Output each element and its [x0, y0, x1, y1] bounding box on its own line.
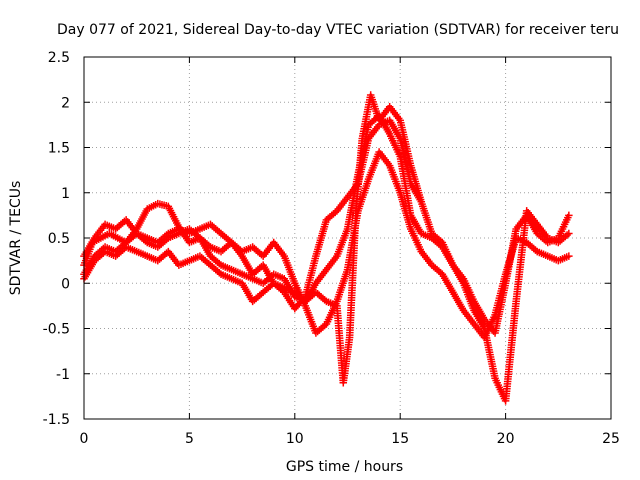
x-axis-label: GPS time / hours [286, 459, 403, 475]
chart-title: Day 077 of 2021, Sidereal Day-to-day VTE… [57, 22, 619, 38]
tick-labels: 0 5 10 15 20 25 -1.5 -1 -0.5 0 0.5 1 1.5 2 2.5 [43, 50, 620, 447]
y-tick-label: -1.5 [43, 412, 70, 428]
y-tick-label: 2.5 [48, 50, 70, 66]
y-tick-label: -1 [56, 367, 70, 383]
y-axis-label: SDTVAR / TECUs [8, 181, 24, 296]
x-tick-label: 25 [602, 431, 620, 447]
x-tick-label: 15 [391, 431, 409, 447]
data-point [565, 252, 573, 260]
y-tick-label: -0.5 [43, 322, 70, 338]
y-tick-label: 0.5 [48, 231, 70, 247]
y-tick-label: 2 [61, 95, 70, 111]
y-tick-label: 1.5 [48, 141, 70, 157]
y-tick-label: 1 [61, 186, 70, 202]
y-tick-label: 0 [61, 276, 70, 292]
data-point [565, 229, 573, 238]
data-points [80, 91, 573, 405]
x-tick-label: 0 [80, 431, 89, 447]
x-tick-label: 20 [497, 431, 515, 447]
series-4 [80, 112, 573, 337]
x-tick-label: 5 [185, 431, 194, 447]
data-point [565, 211, 573, 220]
x-tick-label: 10 [286, 431, 304, 447]
series-3 [80, 91, 573, 405]
plot-frame [83, 56, 612, 420]
